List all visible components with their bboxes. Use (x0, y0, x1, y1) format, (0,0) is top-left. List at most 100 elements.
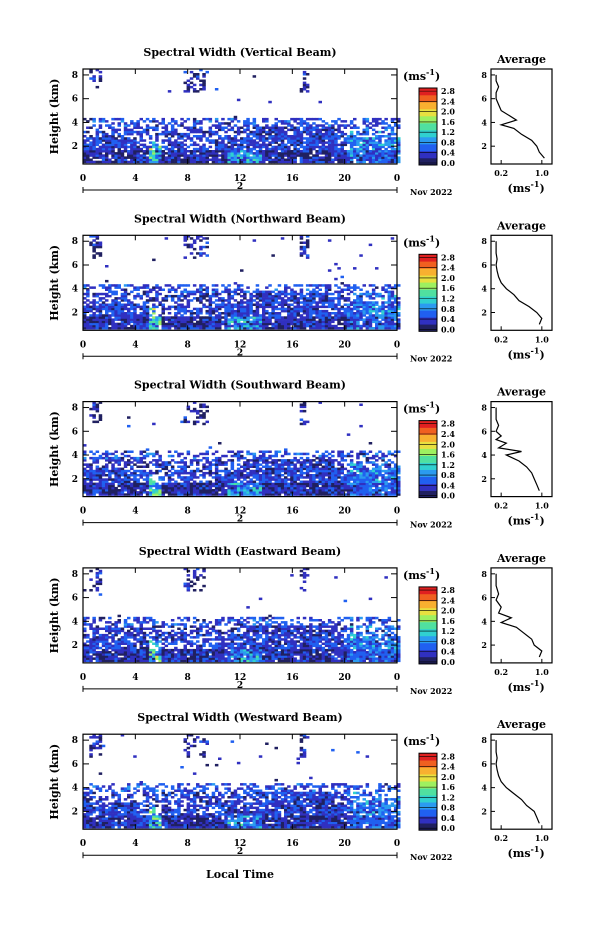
heat-cell (349, 314, 354, 317)
heat-cell (302, 316, 307, 319)
heat-cell (192, 484, 197, 488)
heat-cell (356, 469, 360, 473)
heat-cell (331, 145, 335, 149)
heat-cell (343, 152, 348, 155)
heat-cell (117, 303, 121, 306)
heat-cell (186, 154, 191, 157)
heat-cell (170, 135, 175, 138)
heat-cell (89, 143, 93, 147)
heat-cell (243, 467, 247, 471)
heat-cell (221, 489, 225, 492)
heat-cell (199, 482, 203, 486)
heat-cell (89, 456, 93, 460)
heat-cell (274, 132, 278, 136)
heat-cell (274, 128, 278, 132)
colorbar-tick-label: 2.4 (441, 263, 455, 273)
heat-cell (305, 467, 310, 471)
heat-cell (192, 154, 197, 157)
heat-cell (89, 322, 93, 326)
heat-cell (233, 480, 238, 483)
heat-cell (161, 299, 165, 302)
heat-cell (327, 322, 332, 326)
heat-cell (158, 469, 162, 473)
heat-cell (315, 126, 319, 129)
heat-cell (296, 126, 300, 129)
heat-cell (208, 120, 213, 123)
heat-cell (378, 316, 382, 319)
heatmap-cells (83, 68, 401, 164)
heat-cell (145, 327, 150, 330)
heat-cell (258, 484, 263, 488)
heat-cell (101, 327, 106, 330)
heat-cell (274, 299, 278, 302)
heat-cell (205, 156, 209, 159)
heat-cell (305, 143, 310, 147)
heat-cell (346, 141, 351, 144)
heat-cell (312, 307, 316, 311)
heat-cell (390, 486, 395, 490)
heat-cell (86, 469, 90, 473)
heat-cell (365, 469, 370, 473)
heat-cell (362, 143, 366, 147)
heat-cell (214, 143, 219, 147)
heat-cell (98, 297, 103, 300)
heat-cell (356, 154, 360, 157)
heat-cell (268, 303, 272, 306)
heat-cell (393, 491, 398, 494)
heat-cell (375, 327, 379, 330)
heat-cell (211, 324, 216, 328)
heat-cell (302, 154, 307, 157)
heat-cell (161, 156, 165, 159)
heat-cell (196, 73, 200, 76)
heat-cell (305, 471, 310, 475)
heat-cell (120, 145, 125, 149)
heat-cell (305, 297, 310, 300)
heat-cell (268, 160, 272, 164)
heat-cell (177, 312, 181, 315)
heat-cell (340, 463, 344, 466)
heat-cell (224, 130, 228, 134)
heat-cell (353, 139, 357, 142)
heat-cell (186, 88, 191, 91)
heat-cell (378, 152, 382, 155)
heat-cell (318, 454, 322, 458)
heat-cell (397, 120, 401, 123)
heat-cell (111, 154, 115, 157)
heat-cell (340, 471, 344, 475)
heat-cell (287, 452, 291, 456)
heat-cell (274, 137, 278, 140)
heat-cell (218, 327, 222, 330)
heat-cell (375, 452, 379, 456)
heat-cell (108, 124, 112, 127)
heat-cell (123, 145, 128, 149)
heat-cell (86, 130, 90, 134)
heat-cell (331, 305, 335, 309)
heat-cell (233, 158, 238, 161)
heat-cell (164, 128, 169, 132)
heat-cell (127, 478, 131, 481)
heat-cell (123, 139, 128, 142)
heat-cell (130, 450, 134, 453)
heat-cell (233, 303, 238, 306)
heat-cell (155, 143, 159, 147)
heat-cell (359, 145, 363, 149)
heat-cell (255, 489, 260, 492)
heat-cell (233, 454, 238, 458)
heat-cell (249, 491, 253, 494)
heat-cell (321, 143, 326, 147)
heat-cell (83, 478, 87, 481)
heat-cell (331, 454, 335, 458)
heat-cell (183, 158, 187, 161)
heat-cell (274, 463, 278, 466)
heat-cell (375, 476, 379, 479)
heat-cell (274, 327, 278, 330)
heat-cell (123, 160, 128, 164)
heat-cell (293, 139, 297, 142)
panel-3: Spectral Width (Southward Beam)2468Heigh… (48, 379, 553, 530)
heat-cell (158, 322, 162, 326)
heat-cell (101, 154, 106, 157)
heat-cell (227, 469, 231, 473)
heat-cell (114, 137, 118, 140)
heat-cell (258, 160, 263, 164)
heat-cell (371, 292, 376, 296)
